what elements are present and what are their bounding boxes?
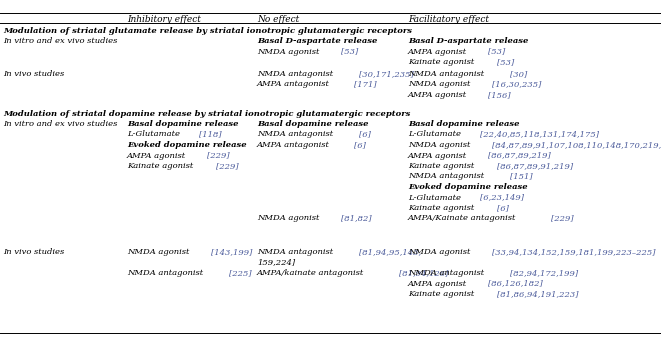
Text: Kainate agonist: Kainate agonist (408, 58, 477, 66)
Text: Facilitatory effect: Facilitatory effect (408, 15, 489, 24)
Text: NMDA agonist: NMDA agonist (127, 248, 192, 256)
Text: AMPA/kainate antagonist: AMPA/kainate antagonist (257, 269, 367, 277)
Text: [30,171,235]: [30,171,235] (359, 70, 413, 78)
Text: [22,40,85,118,131,174,175]: [22,40,85,118,131,174,175] (480, 131, 599, 138)
Text: [81,94,126]: [81,94,126] (399, 269, 448, 277)
Text: NMDA antagonist: NMDA antagonist (408, 70, 486, 78)
Text: AMPA/Kainate antagonist: AMPA/Kainate antagonist (408, 215, 519, 222)
Text: [171]: [171] (354, 81, 377, 88)
Text: [81,86,94,191,223]: [81,86,94,191,223] (497, 290, 578, 298)
Text: [53]: [53] (488, 48, 505, 55)
Text: 159,224]: 159,224] (257, 258, 295, 267)
Text: L-Glutamate: L-Glutamate (408, 193, 463, 202)
Text: [225]: [225] (229, 269, 251, 277)
Text: [151]: [151] (510, 172, 532, 181)
Text: [229]: [229] (207, 152, 229, 159)
Text: [6,23,149]: [6,23,149] (480, 193, 524, 202)
Text: NMDA agonist: NMDA agonist (408, 81, 473, 88)
Text: [53]: [53] (497, 58, 514, 66)
Text: [6]: [6] (497, 204, 509, 212)
Text: Evoked dopamine release: Evoked dopamine release (408, 183, 527, 191)
Text: In vitro and ex vivo studies: In vitro and ex vivo studies (3, 120, 118, 128)
Text: [86,126,182]: [86,126,182] (488, 279, 543, 288)
Text: NMDA antagonist: NMDA antagonist (408, 172, 486, 181)
Text: [156]: [156] (488, 91, 510, 99)
Text: AMPA agonist: AMPA agonist (127, 152, 189, 159)
Text: [118]: [118] (199, 131, 221, 138)
Text: NMDA antagonist: NMDA antagonist (257, 131, 336, 138)
Text: NMDA antagonist: NMDA antagonist (408, 269, 486, 277)
Text: NMDA agonist: NMDA agonist (408, 248, 473, 256)
Text: L-Glutamate: L-Glutamate (408, 131, 463, 138)
Text: Modulation of striatal glutamate release by striatal ionotropic glutamatergic re: Modulation of striatal glutamate release… (3, 27, 412, 35)
Text: Inhibitory effect: Inhibitory effect (127, 15, 201, 24)
Text: [82,94,172,199]: [82,94,172,199] (510, 269, 578, 277)
Text: AMPA antagonist: AMPA antagonist (257, 81, 332, 88)
Text: Basal D-aspartate release: Basal D-aspartate release (408, 37, 528, 45)
Text: AMPA agonist: AMPA agonist (408, 279, 470, 288)
Text: NMDA agonist: NMDA agonist (408, 141, 473, 149)
Text: Basal dopamine release: Basal dopamine release (257, 120, 368, 128)
Text: [53]: [53] (341, 48, 358, 55)
Text: NMDA antagonist: NMDA antagonist (257, 248, 336, 256)
Text: [6]: [6] (359, 131, 370, 138)
Text: AMPA agonist: AMPA agonist (408, 91, 470, 99)
Text: AMPA antagonist: AMPA antagonist (257, 141, 332, 149)
Text: [229]: [229] (216, 162, 239, 170)
Text: [30]: [30] (510, 70, 527, 78)
Text: Basal D-aspartate release: Basal D-aspartate release (257, 37, 377, 45)
Text: Evoked dopamine release: Evoked dopamine release (127, 141, 247, 149)
Text: Modulation of striatal dopamine release by striatal ionotropic glutamatergic rec: Modulation of striatal dopamine release … (3, 110, 410, 118)
Text: Kainate agonist: Kainate agonist (127, 162, 196, 170)
Text: Kainate agonist: Kainate agonist (408, 290, 477, 298)
Text: [86,87,89,219]: [86,87,89,219] (488, 152, 551, 159)
Text: In vivo studies: In vivo studies (3, 248, 64, 256)
Text: [16,30,235]: [16,30,235] (492, 81, 541, 88)
Text: AMPA agonist: AMPA agonist (408, 152, 470, 159)
Text: [33,94,134,152,159,181,199,223–225]: [33,94,134,152,159,181,199,223–225] (492, 248, 655, 256)
Text: No effect: No effect (257, 15, 299, 24)
Text: [81,82]: [81,82] (341, 215, 371, 222)
Text: [229]: [229] (551, 215, 574, 222)
Text: NMDA agonist: NMDA agonist (257, 48, 322, 55)
Text: [143,199]: [143,199] (211, 248, 253, 256)
Text: NMDA agonist: NMDA agonist (257, 215, 322, 222)
Text: In vivo studies: In vivo studies (3, 70, 64, 78)
Text: Kainate agonist: Kainate agonist (408, 204, 477, 212)
Text: Basal dopamine release: Basal dopamine release (408, 120, 520, 128)
Text: [81,94,95,143,: [81,94,95,143, (359, 248, 421, 256)
Text: L-Glutamate: L-Glutamate (127, 131, 182, 138)
Text: Kainate agonist: Kainate agonist (408, 162, 477, 170)
Text: NMDA antagonist: NMDA antagonist (257, 70, 336, 78)
Text: Basal dopamine release: Basal dopamine release (127, 120, 239, 128)
Text: NMDA antagonist: NMDA antagonist (127, 269, 206, 277)
Text: [6]: [6] (354, 141, 366, 149)
Text: [84,87,89,91,107,108,110,148,170,219,221]: [84,87,89,91,107,108,110,148,170,219,221… (492, 141, 661, 149)
Text: AMPA agonist: AMPA agonist (408, 48, 470, 55)
Text: In vitro and ex vivo studies: In vitro and ex vivo studies (3, 37, 118, 45)
Text: [86,87,89,91,219]: [86,87,89,91,219] (497, 162, 573, 170)
